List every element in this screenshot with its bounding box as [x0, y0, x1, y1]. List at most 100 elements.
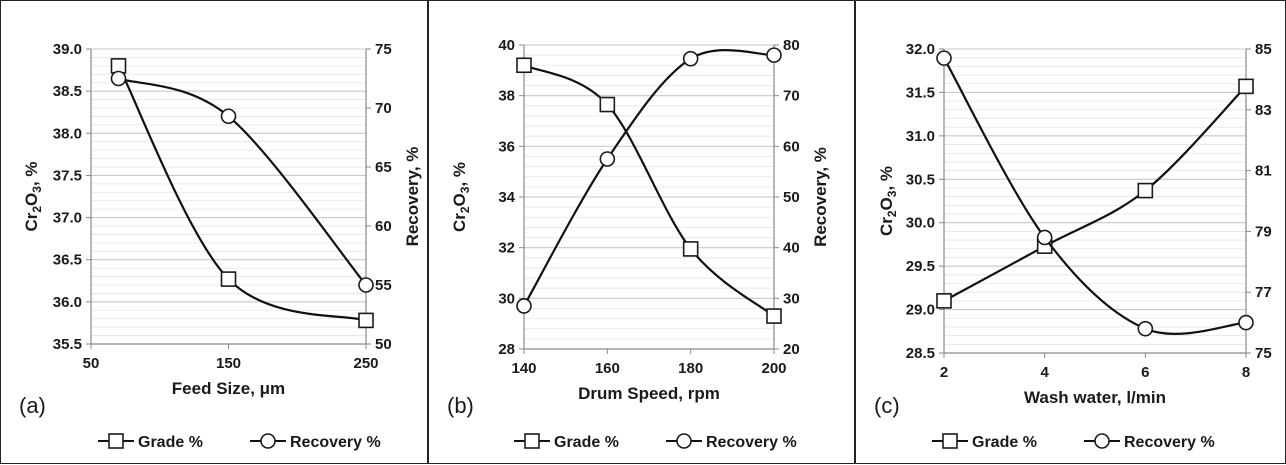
grade-point	[358, 312, 374, 329]
series-grade	[516, 57, 782, 324]
series-line	[523, 64, 775, 317]
chart-svg: 35.5 36.0 36.5 37.0 37.5 38.0 38.5 39.0 50 55 60 65…	[19, 41, 422, 451]
y-right-tick-label: 40	[783, 240, 800, 257]
recovery-point	[936, 50, 952, 66]
x-axis-label: Wash water, l/min	[1024, 388, 1166, 407]
chart-svg: 28.5 29.0 29.5 30.0 30.5 31.0 31.5 32.0 75 77 79 81…	[874, 41, 1286, 451]
legend: Grade % Recovery %	[932, 433, 1215, 451]
panel-a: 35.5 36.0 36.5 37.0 37.5 38.0 38.5 39.0 50 55 60 65…	[0, 0, 428, 464]
y-left-tick-label: 40	[498, 37, 515, 54]
y-right-tick-label: 50	[783, 189, 800, 206]
y-left-tick-label: 30.5	[906, 171, 935, 188]
y-right-tick-label: 70	[783, 88, 800, 105]
grade-point	[936, 293, 952, 309]
y-left-tick-label: 30.0	[906, 215, 935, 232]
panel-b: 28 30 32 34 36 38 40 20 30 40 50 60 70 80 140 160 180 200…	[428, 0, 855, 464]
y-left-tick-label: 37.0	[53, 210, 82, 227]
grade-point	[599, 96, 616, 113]
y-right-tick-label: 20	[783, 341, 800, 358]
recovery-point	[358, 277, 374, 293]
legend-square-icon	[942, 433, 958, 449]
y-left-tick-label: 28	[498, 341, 515, 358]
series-grade	[936, 78, 1254, 309]
recovery-point	[766, 47, 782, 63]
series-line	[117, 65, 367, 322]
legend-label: Grade %	[138, 434, 203, 451]
y-left-axis-label: Cr2O3, %	[450, 162, 472, 232]
y-right-tick-label: 65	[375, 159, 392, 176]
y-right-tick-label: 75	[1255, 345, 1272, 362]
y-right-tick-label: 83	[1255, 102, 1272, 119]
x-tick-label: 50	[83, 355, 100, 372]
y-right-axis-label: Recovery, %	[403, 147, 422, 247]
legend-square-icon	[108, 433, 124, 449]
grade-point	[516, 57, 532, 74]
y-left-tick-label: 36.5	[53, 252, 82, 269]
legend-label: Recovery %	[706, 434, 797, 451]
panel-label: (b)	[447, 393, 474, 418]
x-tick-label: 4	[1040, 364, 1049, 381]
y-left-tick-label: 36.0	[53, 294, 82, 311]
y-right-tick-label: 81	[1255, 163, 1272, 180]
y-left-axis-label: Cr2O3, %	[22, 161, 44, 231]
x-tick-label: 250	[353, 355, 378, 372]
grade-point	[1137, 182, 1154, 199]
x-tick-label: 150	[216, 355, 241, 372]
series-recovery	[936, 50, 1254, 337]
grade-point	[1238, 78, 1254, 95]
x-tick-label: 180	[678, 360, 703, 377]
y-left-tick-label: 36	[498, 138, 515, 155]
series-grade	[110, 58, 374, 329]
y-right-tick-label: 80	[783, 37, 800, 54]
grade-point	[766, 308, 782, 324]
x-tick-label: 2	[940, 364, 948, 381]
y-left-tick-label: 31.5	[906, 84, 935, 101]
x-axis-label: Feed Size, μm	[172, 379, 285, 398]
y-left-tick-label: 38.0	[53, 125, 82, 142]
y-right-tick-label: 60	[783, 138, 800, 155]
grid	[944, 48, 1246, 354]
series-line	[523, 49, 775, 307]
y-right-tick-label: 60	[375, 218, 392, 235]
y-left-tick-label: 32	[498, 240, 515, 257]
legend: Grade % Recovery %	[98, 433, 381, 451]
grid	[91, 48, 366, 345]
x-tick-label: 160	[595, 360, 620, 377]
y-left-tick-label: 35.5	[53, 336, 82, 353]
y-left-tick-label: 28.5	[906, 345, 935, 362]
y-left-tick-label: 38.5	[53, 83, 82, 100]
series-recovery	[516, 47, 782, 314]
y-right-tick-label: 79	[1255, 223, 1272, 240]
y-left-tick-label: 31.0	[906, 128, 935, 145]
legend-circle-icon	[676, 433, 692, 449]
y-left-tick-label: 29.5	[906, 258, 935, 275]
legend-label: Grade %	[554, 434, 619, 451]
recovery-point	[682, 50, 699, 67]
legend-label: Recovery %	[290, 434, 381, 451]
x-tick-label: 140	[511, 360, 536, 377]
grade-point	[220, 271, 237, 287]
series-line	[118, 77, 367, 286]
series-line	[943, 57, 1247, 335]
x-tick-label: 200	[761, 360, 786, 377]
legend-square-icon	[524, 433, 540, 449]
y-right-tick-label: 50	[375, 336, 392, 353]
recovery-point	[110, 70, 127, 87]
grade-point	[682, 241, 699, 257]
legend-circle-icon	[1094, 433, 1110, 449]
recovery-point	[1238, 314, 1254, 331]
legend-label: Recovery %	[1124, 434, 1215, 451]
recovery-point	[1137, 320, 1154, 337]
y-right-tick-label: 30	[783, 290, 800, 307]
recovery-point	[220, 108, 237, 125]
x-tick-label: 6	[1141, 364, 1149, 381]
y-left-tick-label: 34	[498, 189, 515, 206]
series-line	[943, 85, 1247, 302]
y-left-tick-label: 39.0	[53, 41, 82, 58]
y-right-tick-label: 70	[375, 100, 392, 117]
y-right-tick-label: 85	[1255, 41, 1272, 58]
y-right-tick-label: 75	[375, 41, 392, 58]
legend: Grade % Recovery %	[514, 433, 797, 451]
legend-label: Grade %	[972, 434, 1037, 451]
series-recovery	[110, 70, 374, 293]
